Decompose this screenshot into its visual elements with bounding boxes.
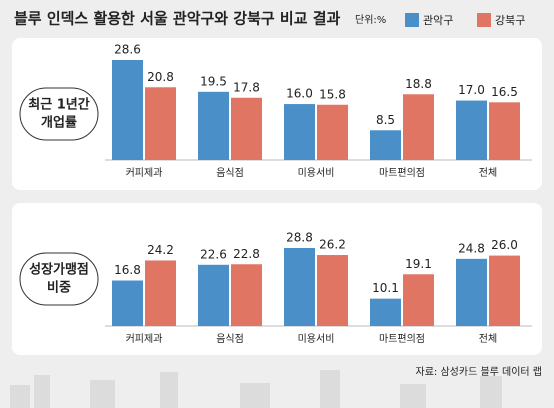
- x-tick-label: 미용서비: [298, 167, 335, 179]
- legend-swatch: [405, 13, 419, 27]
- bar: [231, 264, 262, 326]
- bar: [370, 298, 401, 326]
- x-tick-label: 마트편의점: [379, 333, 425, 345]
- panel-label: 최근 1년간: [28, 97, 89, 113]
- bar: [284, 248, 315, 326]
- legend-swatch: [477, 13, 491, 27]
- bar: [145, 260, 176, 326]
- bar: [403, 274, 434, 326]
- bar: [456, 258, 487, 326]
- bar: [112, 60, 143, 160]
- value-label: 24.8: [458, 241, 485, 255]
- x-tick-label: 전체: [479, 167, 497, 179]
- value-label: 10.1: [372, 281, 399, 295]
- value-label: 20.8: [147, 70, 174, 84]
- skyline: [10, 370, 502, 408]
- bar: [198, 264, 229, 326]
- value-label: 17.0: [458, 83, 485, 97]
- x-tick-label: 음식점: [216, 167, 244, 179]
- bar: [145, 87, 176, 160]
- value-label: 16.8: [114, 263, 141, 277]
- x-tick-label: 미용서비: [298, 333, 335, 345]
- value-label: 22.8: [233, 247, 260, 261]
- bar: [456, 100, 487, 160]
- value-label: 16.0: [286, 87, 313, 101]
- x-tick-label: 커피제과: [126, 333, 163, 345]
- legend-label: 강북구: [495, 14, 525, 27]
- bar: [284, 104, 315, 160]
- value-label: 19.5: [200, 74, 227, 88]
- value-label: 26.2: [319, 238, 346, 252]
- bar: [112, 280, 143, 326]
- value-label: 19.1: [405, 257, 432, 271]
- bar: [370, 130, 401, 160]
- bar: [403, 94, 434, 160]
- panel-label: 개업률: [41, 116, 77, 131]
- value-label: 17.8: [233, 80, 260, 94]
- x-tick-label: 전체: [479, 333, 497, 345]
- bar: [231, 97, 262, 160]
- panel-label-box: [19, 252, 99, 306]
- value-label: 28.8: [286, 231, 313, 245]
- panel-label: 성장가맹점: [29, 262, 89, 278]
- value-label: 18.8: [405, 77, 432, 91]
- value-label: 22.6: [200, 247, 227, 261]
- value-label: 8.5: [376, 113, 395, 127]
- legend-label: 관악구: [423, 14, 453, 27]
- value-label: 16.5: [491, 85, 518, 99]
- value-label: 15.8: [319, 87, 346, 101]
- value-label: 26.0: [491, 238, 518, 252]
- value-label: 28.6: [114, 43, 141, 57]
- title: 블루 인덱스 활용한 서울 관악구와 강북구 비교 결과: [14, 10, 341, 28]
- x-tick-label: 마트편의점: [379, 167, 425, 179]
- bar: [317, 255, 348, 326]
- bar: [489, 255, 520, 326]
- bar: [198, 91, 229, 160]
- x-tick-label: 음식점: [216, 333, 244, 345]
- x-tick-label: 커피제과: [126, 167, 163, 179]
- value-label: 24.2: [147, 243, 174, 257]
- panel-label: 비중: [47, 281, 71, 296]
- unit: 단위:%: [355, 13, 386, 26]
- panel-label-box: [19, 87, 99, 141]
- bar: [489, 102, 520, 160]
- source: 자료: 삼성카드 블루 데이터 랩: [416, 366, 542, 378]
- bar: [317, 104, 348, 160]
